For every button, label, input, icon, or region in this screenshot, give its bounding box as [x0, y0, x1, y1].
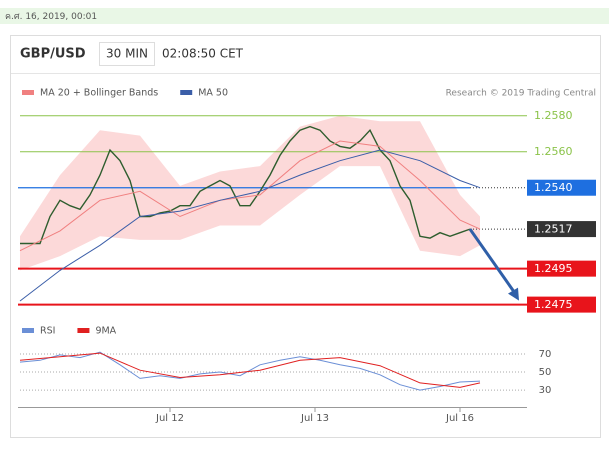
level-label: 1.2540	[534, 181, 573, 194]
series-line	[19, 352, 481, 388]
legend-label: MA 50	[198, 88, 228, 99]
legend-label: RSI	[40, 326, 55, 337]
time: 02:08:50 CET	[162, 47, 244, 61]
credit: Research © 2019 Trading Central	[446, 89, 596, 99]
level-label: 1.2475	[534, 298, 573, 311]
x-tick-label: Jul 13	[300, 413, 329, 424]
series-line	[19, 140, 481, 252]
legend-swatch	[180, 90, 193, 95]
level-box	[527, 221, 596, 238]
series-line	[19, 149, 481, 302]
legend-label: 9MA	[95, 326, 116, 337]
symbol: GBP/USD	[20, 47, 86, 62]
x-tick-label: Jul 12	[155, 413, 184, 424]
level-box	[527, 296, 596, 313]
forecast-arrowhead	[508, 287, 519, 301]
y-tick-label: 50	[539, 367, 552, 378]
legend-label: MA 20 + Bollinger Bands	[40, 88, 158, 99]
price-line	[20, 125, 471, 245]
legend-swatch	[22, 328, 34, 333]
level-box	[527, 260, 596, 277]
legend-swatch	[77, 328, 90, 333]
x-tick-label: Jul 16	[445, 413, 474, 424]
level-label: 1.2580	[534, 109, 573, 122]
timestamp: ค.ศ. 16, 2019, 00:01	[5, 12, 97, 22]
interval: 30 MIN	[106, 47, 148, 61]
level-box	[527, 179, 596, 196]
forecast-arrow	[468, 228, 518, 296]
date-bar	[0, 8, 609, 24]
legend-swatch	[22, 90, 34, 95]
level-label: 1.2560	[534, 145, 573, 158]
level-label: 1.2495	[534, 262, 573, 275]
y-tick-label: 30	[539, 385, 552, 396]
level-label: 1.2517	[534, 223, 573, 236]
interval-box	[99, 42, 155, 66]
y-tick-label: 70	[539, 349, 552, 360]
